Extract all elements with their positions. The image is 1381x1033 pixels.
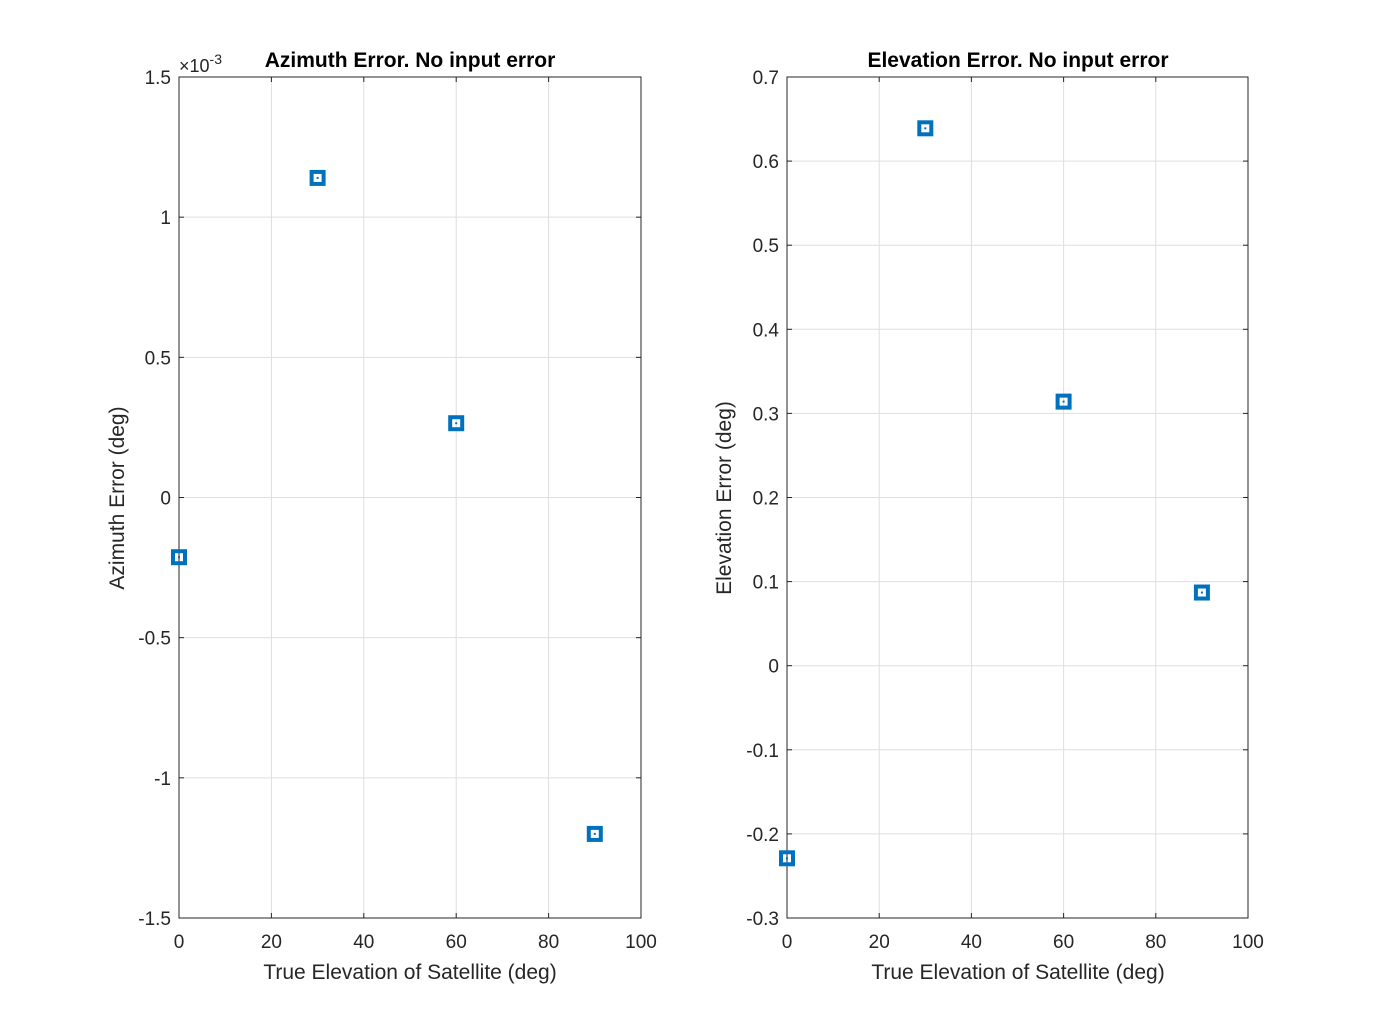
azimuth-data-point-square [171,549,187,566]
azimuth-y-tick-label: 1 [160,208,171,229]
elevation-data-point-square [917,120,934,137]
azimuth-x-axis-label: True Elevation of Satellite (deg) [263,961,556,984]
azimuth-y-exponent: ×10-3 [179,51,222,76]
elevation-error-plot: 0 20 40 60 80 100 -0.3 -0.2 -0.1 0 0.1 0.2 0.3 0.4 0.5… [713,49,1264,984]
azimuth-y-tick-label: 0.5 [145,348,171,369]
azimuth-data-point [171,549,187,566]
elevation-x-tick-label: 0 [782,932,793,953]
elevation-y-axis-label: Elevation Error (deg) [713,401,736,595]
azimuth-y-exponent-power: -3 [210,51,223,67]
elevation-y-tick-label: -0.3 [746,909,779,930]
azimuth-data-point-square [586,825,603,842]
azimuth-data-point-center [178,556,180,559]
elevation-y-tick-label: 0.3 [753,404,779,425]
azimuth-x-tick-label: 0 [174,932,185,953]
azimuth-data-point [309,169,326,186]
azimuth-data-point-center [455,422,458,425]
elevation-data-point [1193,584,1210,601]
elevation-data-point-center [786,857,788,860]
azimuth-y-tick-label: -0.5 [138,629,171,650]
azimuth-x-tick-label: 40 [353,932,374,953]
elevation-x-axis-label: True Elevation of Satellite (deg) [871,961,1164,984]
elevation-x-tick-label: 100 [1232,932,1264,953]
elevation-y-tick-label: 0.7 [753,68,779,89]
elevation-y-tick-label: 0 [768,657,779,678]
elevation-y-tick-label: 0.2 [753,489,779,510]
elevation-data-point [779,850,795,867]
elevation-data-point-center [1200,591,1203,594]
azimuth-axes: 0 20 40 60 80 100 -1.5 -1 -0.5 0 0.5 1 1.5 [138,68,657,953]
elevation-y-tick-label: -0.2 [746,825,779,846]
azimuth-y-tick-label: 1.5 [145,68,171,89]
elevation-data-point [1055,393,1072,410]
azimuth-data-point-center [316,176,319,179]
azimuth-x-tick-label: 60 [446,932,467,953]
azimuth-y-axis-label: Azimuth Error (deg) [106,406,129,589]
elevation-y-tick-label: 0.4 [753,320,780,341]
elevation-x-tick-label: 80 [1145,932,1166,953]
azimuth-data-point [586,825,603,842]
azimuth-data-point [448,415,465,432]
azimuth-data-point-square [309,169,326,186]
elevation-y-tick-label: 0.1 [753,573,779,594]
elevation-data-point-square [779,850,795,867]
azimuth-data-point-square [448,415,465,432]
azimuth-y-tick-label: 0 [160,489,171,510]
azimuth-y-tick-label: -1.5 [138,909,171,930]
azimuth-y-tick-label: -1 [154,769,171,790]
elevation-axes: 0 20 40 60 80 100 -0.3 -0.2 -0.1 0 0.1 0.2 0.3 0.4 0.5… [746,68,1264,953]
elevation-data-point-center [1062,400,1065,403]
elevation-y-tick-label: -0.1 [746,741,779,762]
azimuth-x-tick-label: 80 [538,932,559,953]
elevation-data-point-square [1055,393,1072,410]
azimuth-x-tick-label: 20 [261,932,282,953]
azimuth-data-point-center [593,832,596,835]
elevation-y-tick-label: 0.6 [753,152,779,173]
elevation-x-tick-label: 60 [1053,932,1074,953]
azimuth-plot-title: Azimuth Error. No input error [265,49,556,72]
elevation-data-point-center [924,127,927,130]
elevation-y-tick-label: 0.5 [753,236,779,257]
elevation-data-point-square [1193,584,1210,601]
elevation-x-tick-label: 40 [961,932,982,953]
azimuth-x-tick-label: 100 [625,932,657,953]
elevation-data-point [917,120,934,137]
elevation-plot-title: Elevation Error. No input error [867,49,1168,72]
azimuth-y-exponent-base: ×10 [179,56,210,76]
elevation-x-tick-label: 20 [869,932,890,953]
azimuth-error-plot: 0 20 40 60 80 100 -1.5 -1 -0.5 0 0.5 1 1.5 Azimuth E… [106,49,657,984]
